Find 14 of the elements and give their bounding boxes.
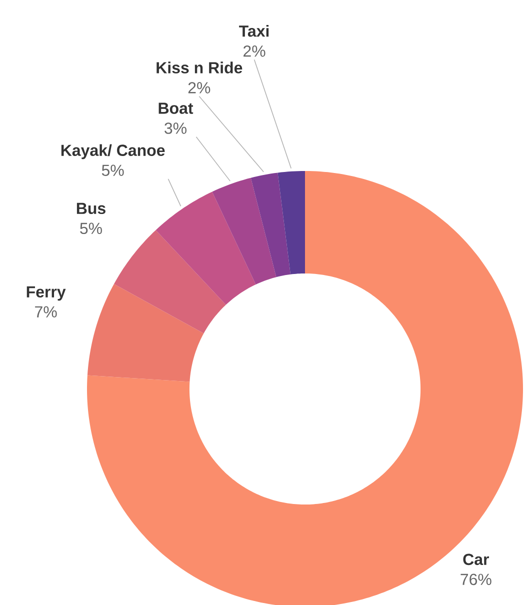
slice-label: Car	[463, 554, 489, 566]
slice-label: Bus	[76, 202, 106, 214]
data-label: 2%	[188, 82, 210, 94]
slice-label: Boat	[158, 102, 194, 114]
data-label: 3%	[164, 122, 186, 134]
data-label: 7%	[35, 306, 57, 318]
slice-label: Ferry	[26, 286, 66, 301]
slice-label: Taxi	[239, 25, 269, 37]
data-label: 2%	[244, 45, 266, 57]
data-label: 76%	[460, 574, 492, 586]
slice-label: Kayak/ Canoe	[61, 144, 165, 160]
slice-label: Kiss n Ride	[156, 62, 242, 74]
data-label: 5%	[80, 222, 102, 234]
data-label: 5%	[102, 164, 124, 176]
